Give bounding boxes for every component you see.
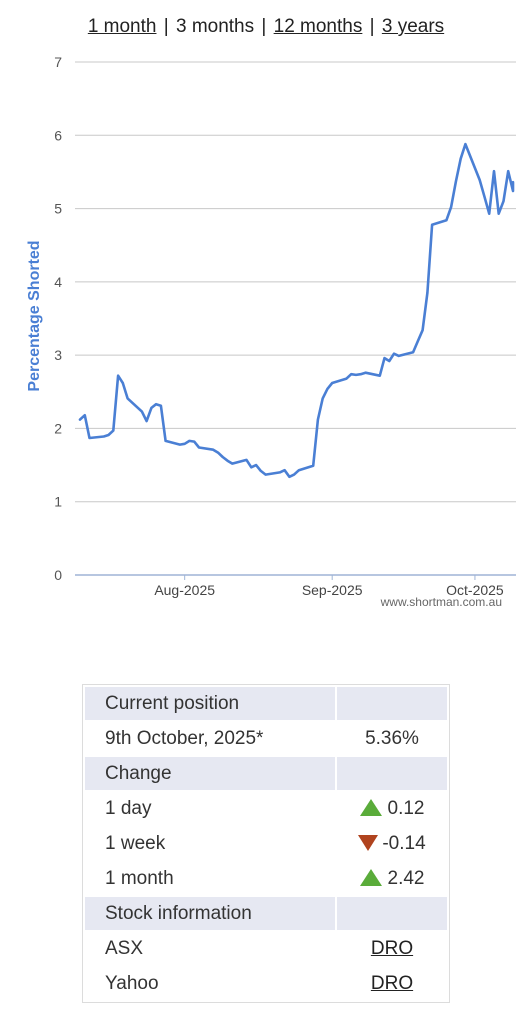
- current-value: 5.36%: [365, 727, 419, 749]
- x-tick-label: Sep-2025: [302, 582, 363, 598]
- up-arrow-icon: [359, 868, 382, 886]
- yahoo-row: Yahoo DRO: [85, 967, 447, 1000]
- range-12-months-link[interactable]: 12 months: [273, 16, 363, 37]
- y-tick-label: 4: [54, 274, 62, 290]
- current-position-heading: Current position: [85, 687, 335, 720]
- change-row-1-week: 1 week -0.14: [85, 827, 447, 860]
- current-date: 9th October, 2025*: [105, 727, 264, 749]
- change-label: 1 day: [105, 797, 152, 819]
- change-heading: Change: [85, 757, 335, 790]
- y-tick-label: 5: [54, 201, 62, 217]
- y-tick-label: 1: [54, 494, 62, 510]
- stock-info-heading: Stock information: [85, 897, 335, 930]
- x-tick-label: Aug-2025: [154, 582, 215, 598]
- range-separator: |: [261, 16, 267, 37]
- chart-credit: www.shortman.com.au: [380, 595, 502, 609]
- range-separator: |: [163, 16, 169, 37]
- change-value: 0.12: [387, 797, 425, 819]
- x-tick-label: Oct-2025: [446, 582, 504, 598]
- change-value: -0.14: [382, 832, 426, 854]
- asx-label: ASX: [105, 937, 144, 959]
- change-row-1-day: 1 day 0.12: [85, 792, 447, 825]
- y-tick-label: 3: [54, 347, 62, 363]
- yahoo-label: Yahoo: [105, 972, 159, 994]
- range-1-month-link[interactable]: 1 month: [87, 16, 157, 37]
- change-label: 1 week: [105, 832, 166, 854]
- asx-link[interactable]: DRO: [370, 937, 414, 959]
- range-separator: |: [369, 16, 375, 37]
- y-axis-label: Percentage Shorted: [26, 240, 43, 391]
- y-tick-label: 0: [54, 567, 62, 583]
- asx-row: ASX DRO: [85, 932, 447, 965]
- range-selector: 1 month | 3 months | 12 months | 3 years: [0, 16, 532, 38]
- change-row-1-month: 1 month 2.42: [85, 862, 447, 895]
- short-position-summary: Current position 9th October, 2025* 5.36…: [82, 684, 450, 1003]
- change-header-row: Change: [85, 757, 447, 790]
- series-line-0: [78, 142, 515, 479]
- y-tick-label: 2: [54, 420, 62, 436]
- up-arrow-icon: [359, 798, 382, 816]
- short-position-chart: 0 1 2 3 4 5 6 7 Aug-2025 Sep-2025 Oct-2025 Percent…: [26, 54, 516, 609]
- range-3-years-link[interactable]: 3 years: [381, 16, 445, 37]
- yahoo-link[interactable]: DRO: [370, 972, 414, 994]
- current-position-row: 9th October, 2025* 5.36%: [85, 722, 447, 755]
- current-position-header-row: Current position: [85, 687, 447, 720]
- change-label: 1 month: [105, 867, 174, 889]
- stock-info-header-row: Stock information: [85, 897, 447, 930]
- y-tick-label: 7: [54, 54, 62, 70]
- down-arrow-icon: [358, 834, 379, 851]
- change-value: 2.42: [387, 867, 425, 889]
- range-3-months-current: 3 months: [175, 16, 255, 37]
- y-tick-label: 6: [54, 127, 62, 143]
